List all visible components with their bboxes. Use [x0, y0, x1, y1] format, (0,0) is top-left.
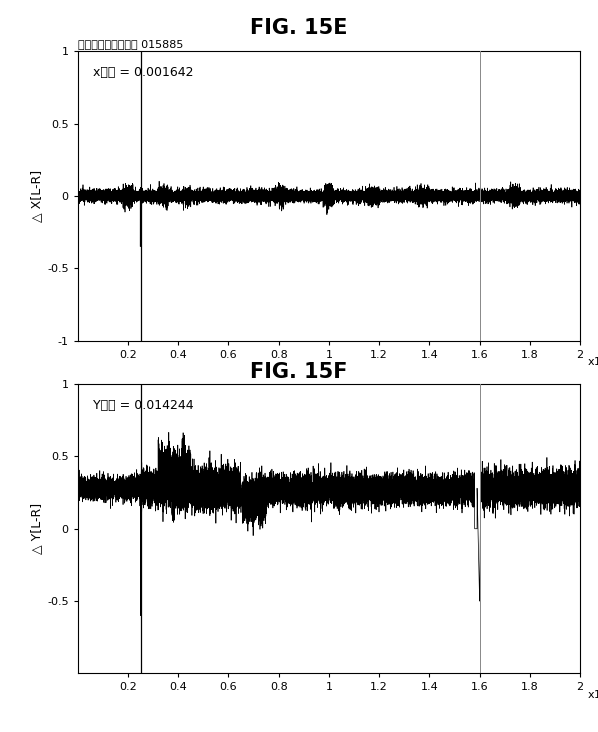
- Text: x分散 = 0.001642: x分散 = 0.001642: [93, 66, 193, 79]
- Y-axis label: △ X[L-R]: △ X[L-R]: [30, 170, 43, 222]
- Text: 正常な対照の全分散 015885: 正常な対照の全分散 015885: [78, 39, 183, 49]
- Text: FIG. 15E: FIG. 15E: [250, 18, 348, 38]
- Text: Y分散 = 0.014244: Y分散 = 0.014244: [93, 398, 193, 411]
- Text: FIG. 15F: FIG. 15F: [250, 362, 348, 382]
- Y-axis label: △ Y[L-R]: △ Y[L-R]: [30, 503, 43, 554]
- Text: x10$^4$: x10$^4$: [587, 685, 598, 702]
- Text: x10$^4$: x10$^4$: [587, 352, 598, 369]
